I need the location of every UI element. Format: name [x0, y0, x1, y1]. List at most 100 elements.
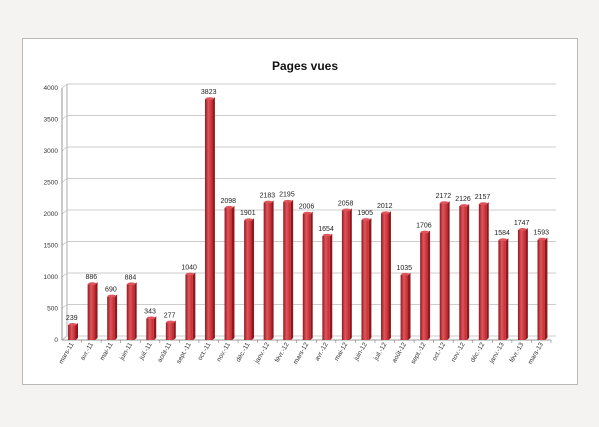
data-label: 2006: [299, 204, 315, 211]
bar: [146, 318, 154, 340]
x-tick-label: avr.-12: [314, 341, 330, 362]
bar-side: [251, 218, 255, 340]
x-tick-label: mars-11: [58, 341, 76, 365]
bar-side: [486, 202, 489, 340]
data-label: 1706: [416, 223, 432, 230]
y-tick-label: 3500: [44, 117, 59, 124]
bar-side: [349, 208, 352, 340]
data-label: 1747: [514, 220, 530, 227]
x-tick-label: sept.-12: [410, 341, 428, 365]
x-tick-label: sept.-11: [175, 341, 193, 365]
bar-cap: [381, 211, 390, 215]
gridline-depth: [61, 178, 68, 183]
y-tick-label: 4000: [44, 85, 59, 92]
x-tick-label: mars-12: [292, 341, 310, 365]
gridline-depth: [61, 272, 68, 278]
data-label: 1901: [240, 210, 256, 217]
bar: [322, 235, 330, 340]
bar-cap: [322, 233, 332, 237]
bar: [204, 99, 213, 340]
bar-side: [329, 233, 333, 340]
x-tick-label: mars-13: [527, 341, 545, 365]
labels-layer: 0 500 1000 1500 2000 2500 3000 3500 4000 239 mars-…: [44, 85, 550, 366]
x-tick-label: févr.-13: [508, 341, 525, 364]
bar-side: [134, 282, 137, 340]
data-label: 2058: [338, 200, 354, 207]
bar-side: [95, 282, 98, 340]
gridline-depth: [61, 115, 68, 120]
bar: [185, 274, 193, 340]
x-tick-label: août-12: [391, 341, 408, 364]
bar-cap: [459, 204, 469, 207]
bar: [283, 201, 291, 340]
x-tick-label: janv.-13: [488, 341, 506, 365]
bar: [68, 324, 76, 340]
bar-cap: [538, 237, 547, 241]
x-tick-label: août-11: [156, 341, 173, 364]
bar: [263, 202, 272, 340]
gridline-depth: [61, 335, 68, 341]
chart-title: Pages vues: [272, 59, 338, 73]
bar-side: [427, 230, 431, 340]
data-label: 3823: [201, 89, 217, 96]
bar-cap: [88, 282, 97, 286]
bar: [302, 213, 311, 340]
bar: [537, 239, 545, 340]
bar-cap: [479, 202, 488, 206]
bar-cap: [127, 282, 136, 286]
bars-layer: [68, 97, 548, 340]
bar: [459, 206, 467, 340]
x-tick-label: nov.-11: [216, 341, 233, 363]
x-tick-label: déc.-12: [469, 341, 486, 364]
bar: [420, 232, 428, 340]
bar-side: [388, 211, 391, 340]
bar-cap: [205, 97, 214, 101]
y-tick-label: 2500: [44, 180, 59, 187]
bar: [224, 207, 232, 340]
bar-cap: [68, 323, 77, 326]
bar-side: [368, 217, 372, 340]
bar-cap: [401, 272, 410, 276]
x-tick-label: juin-12: [353, 341, 370, 363]
data-label: 2098: [220, 198, 236, 205]
bar-side: [544, 237, 548, 340]
bar: [381, 213, 389, 340]
bar-side: [408, 272, 411, 340]
data-label: 2126: [455, 196, 471, 203]
bar-side: [153, 316, 157, 340]
bar-cap: [361, 218, 371, 221]
data-label: 2195: [279, 192, 295, 199]
y-tick-label: 2000: [44, 211, 59, 218]
data-label: 1040: [181, 264, 197, 271]
bar-cap: [283, 199, 293, 203]
x-tick-label: oct.-12: [431, 341, 447, 362]
bar-cap: [225, 205, 234, 209]
x-tick-label: mai-12: [333, 341, 349, 362]
bar: [400, 274, 409, 340]
gridline-depth: [61, 146, 68, 152]
bar-side: [310, 211, 313, 340]
bar-cap: [518, 228, 527, 231]
bar-side: [114, 294, 118, 340]
bar-cap: [303, 211, 312, 215]
data-label: 343: [144, 308, 156, 315]
y-tick-label: 500: [47, 306, 58, 313]
bar-cap: [244, 218, 254, 222]
bar-side: [525, 227, 528, 340]
data-label: 2012: [377, 203, 393, 210]
gridline-depth: [61, 209, 68, 215]
bar: [107, 296, 115, 340]
bar-side: [212, 97, 215, 340]
y-tick-label: 0: [54, 337, 58, 344]
data-label: 1584: [494, 230, 510, 237]
data-label: 239: [66, 315, 78, 322]
data-label: 1035: [397, 265, 413, 272]
bar-side: [173, 320, 176, 340]
y-tick-label: 1000: [44, 274, 59, 281]
data-label: 1654: [318, 226, 334, 233]
bar: [244, 220, 252, 340]
bar: [126, 284, 135, 340]
x-tick-label: avr.-11: [79, 341, 95, 362]
